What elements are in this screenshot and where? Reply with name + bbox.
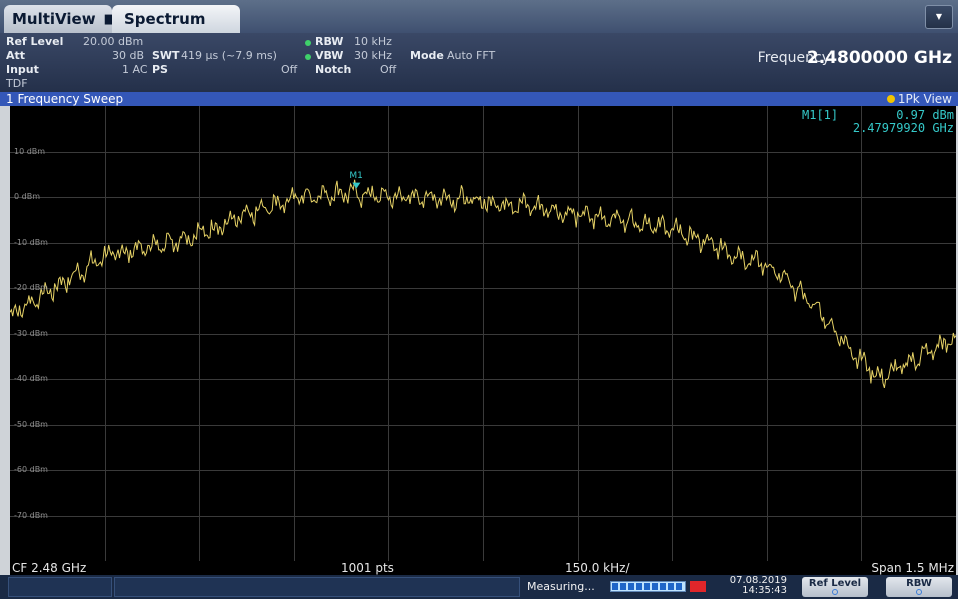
mode-value: Auto FFT — [447, 49, 496, 62]
tab-spectrum-label: Spectrum — [124, 10, 206, 28]
sweep-points: 1001 pts — [341, 561, 394, 575]
measuring-status: Measuring... — [527, 580, 595, 593]
marker-label: M1 — [349, 170, 363, 181]
input-key: Input — [6, 63, 39, 76]
plot-svg — [10, 106, 956, 561]
y-tick-label: -20 dBm — [14, 283, 48, 292]
y-tick-label: -10 dBm — [14, 237, 48, 247]
progress-bar — [610, 581, 686, 592]
status-bar: Measuring... 07.08.2019 14:35:43 Ref Leve… — [0, 575, 958, 599]
y-tick-label: -50 dBm — [14, 419, 48, 429]
rbw-coupled-icon — [305, 40, 311, 46]
date-time: 07.08.2019 14:35:43 — [727, 576, 787, 596]
span: Span 1.5 MHz — [871, 561, 954, 575]
rbw-softkey-label: RBW — [906, 578, 932, 589]
frequency-value[interactable]: 2.4800000 GHz — [806, 48, 952, 68]
time: 14:35:43 — [742, 585, 787, 596]
marker-frequency: 2.47979920 GHz — [852, 121, 954, 135]
marker-name: M1[1] — [802, 108, 839, 122]
notch-key: Notch — [315, 63, 352, 76]
ref-level-softkey[interactable]: Ref Level — [802, 577, 868, 597]
y-tick-label: 0 dBm — [14, 192, 40, 201]
swt-key: SWT — [152, 49, 180, 62]
chevron-down-icon: ▼ — [935, 12, 943, 21]
y-tick-label: -60 dBm — [14, 465, 48, 474]
vbw-key: VBW — [315, 49, 344, 62]
warning-icon[interactable] — [690, 581, 706, 592]
y-tick-label: 10 dBm — [14, 146, 46, 156]
tab-multiview-label: MultiView — [12, 10, 96, 28]
tdf-label: TDF — [6, 77, 28, 90]
trace-label: 1Pk View — [897, 92, 952, 106]
softkey-led-icon — [916, 589, 922, 595]
y-tick-label: -70 dBm — [14, 510, 48, 520]
window-title: 1 Frequency Sweep — [6, 92, 124, 106]
marker-level: 0.97 dBm — [896, 108, 954, 122]
settings-bar: Ref Level 20.00 dBm Att 30 dB Input 1 AC… — [0, 33, 958, 92]
bottom-axis-bar: CF 2.48 GHz 1001 pts 150.0 kHz/ Span 1.5… — [10, 561, 956, 575]
ps-value: Off — [281, 63, 298, 76]
dropdown-button[interactable]: ▼ — [925, 5, 953, 29]
y-tick-label: -40 dBm — [14, 374, 48, 383]
status-segment-message — [114, 577, 520, 597]
marker-triangle-icon — [352, 182, 361, 189]
y-tick-label: -30 dBm — [14, 328, 48, 338]
spectrum-plot[interactable]: M1[1] 0.97 dBm 2.47979920 GHz M1 10 dBm 0… — [10, 106, 956, 561]
vbw-value: 30 kHz — [354, 49, 392, 62]
ref-level-value: 20.00 dBm — [83, 35, 144, 48]
ps-key: PS — [152, 63, 168, 76]
progress-fill — [612, 583, 684, 590]
frequency-label: Frequency — [757, 50, 830, 66]
mode-key: Mode — [410, 49, 444, 62]
trace-dot-icon — [886, 95, 895, 103]
trace-indicator: 1Pk View — [886, 92, 952, 106]
status-segment-left — [8, 577, 112, 597]
att-value: 30 dB — [112, 49, 145, 62]
rbw-value: 10 kHz — [354, 35, 392, 48]
trace-line — [10, 179, 956, 389]
tab-bar: MultiView ■■ Spectrum ▼ — [0, 0, 958, 33]
ref-level-key: Ref Level — [6, 35, 64, 48]
tab-spectrum[interactable]: Spectrum — [112, 5, 240, 33]
center-frequency: CF 2.48 GHz — [12, 561, 87, 575]
input-value: 1 AC — [122, 63, 148, 76]
window-title-bar: 1 Frequency Sweep 1Pk View — [0, 92, 958, 106]
tab-multiview[interactable]: MultiView ■■ — [4, 5, 127, 33]
ref-level-softkey-label: Ref Level — [808, 578, 862, 589]
swt-value: 419 µs (~7.9 ms) — [181, 49, 277, 62]
notch-value: Off — [380, 63, 397, 76]
date: 07.08.2019 — [729, 575, 787, 586]
att-key: Att — [6, 49, 26, 62]
vbw-coupled-icon — [305, 54, 311, 60]
rbw-softkey[interactable]: RBW — [886, 577, 952, 597]
frequency-per-div: 150.0 kHz/ — [565, 561, 630, 575]
rbw-key: RBW — [315, 35, 344, 48]
softkey-led-icon — [832, 589, 838, 595]
